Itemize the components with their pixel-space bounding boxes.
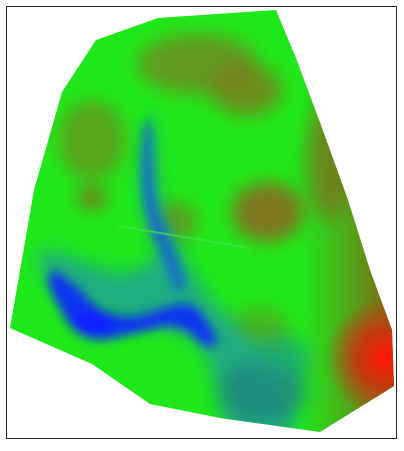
valley-zones: [38, 110, 310, 432]
linear-feature: [117, 225, 251, 249]
lowland-zones: [48, 116, 218, 348]
